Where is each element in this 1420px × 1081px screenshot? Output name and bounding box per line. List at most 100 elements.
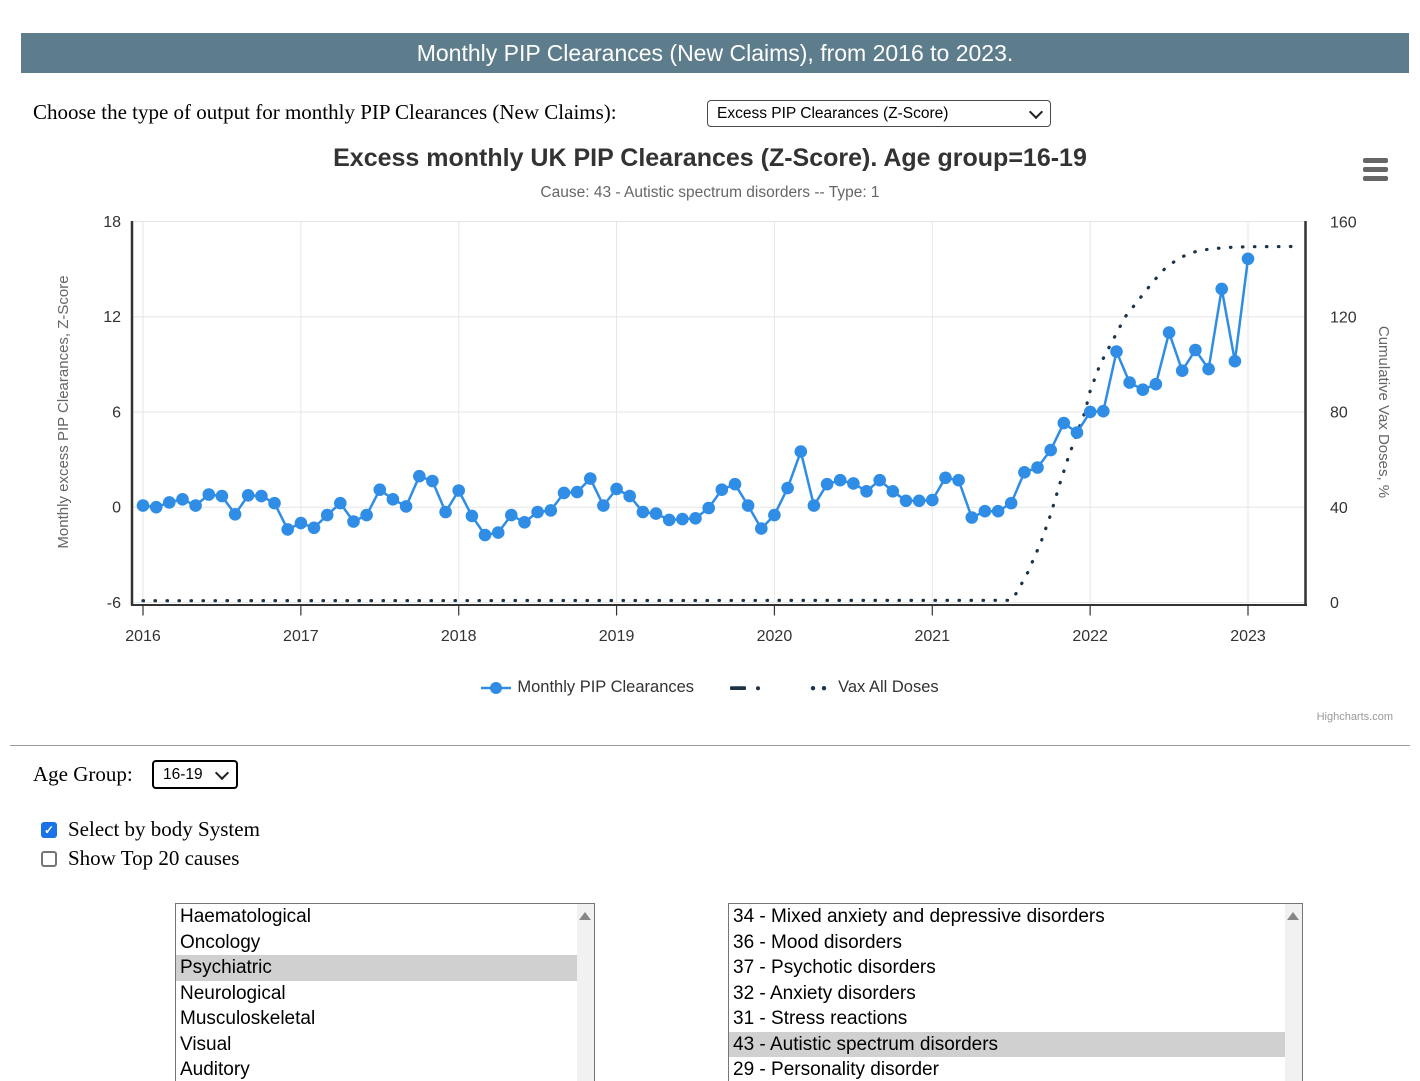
data-point[interactable] [715,483,729,497]
data-point[interactable] [255,489,268,503]
list-item[interactable]: 43 - Autistic spectrum disorders [729,1031,1285,1057]
vax-doses-series[interactable] [141,244,1293,603]
data-point[interactable] [176,493,189,506]
data-point[interactable] [1162,326,1176,339]
data-point[interactable] [860,485,873,498]
data-point[interactable] [873,473,886,487]
data-point[interactable] [465,509,479,523]
data-point[interactable] [728,477,742,491]
list-item[interactable]: 31 - Stress reactions [733,1008,908,1029]
hamburger-menu-icon[interactable] [1363,158,1388,185]
data-point[interactable] [557,486,571,500]
list-item[interactable]: Visual [180,1033,232,1055]
list-item[interactable]: 36 - Mood disorders [733,931,902,953]
data-point[interactable] [1057,416,1071,430]
data-point[interactable] [1110,345,1123,358]
data-point[interactable] [360,508,373,522]
data-point[interactable] [978,504,992,518]
data-point[interactable] [755,522,768,535]
data-point[interactable] [373,483,387,497]
highcharts-credit[interactable]: Highcharts.com [1316,711,1393,723]
data-point[interactable] [926,493,939,507]
data-point[interactable] [1241,252,1255,266]
data-point[interactable] [991,504,1005,518]
data-point[interactable] [1097,404,1110,418]
data-point[interactable] [1228,354,1242,368]
legend-item-unnamed[interactable] [730,681,772,695]
age-group-select[interactable]: 16-19 [152,760,238,789]
list-item[interactable]: Musculoskeletal [180,1008,316,1029]
data-point[interactable] [241,489,255,502]
data-point[interactable] [1202,362,1215,376]
data-point[interactable] [1031,461,1044,474]
data-point[interactable] [676,512,689,526]
data-point[interactable] [794,445,808,458]
data-point[interactable] [1044,443,1057,457]
output-type-select[interactable]: Excess PIP Clearances (Z-Score) [707,100,1051,127]
data-point[interactable] [413,469,426,483]
data-point[interactable] [163,496,176,509]
data-point[interactable] [531,505,544,519]
data-point[interactable] [965,511,979,524]
scrollbar[interactable] [1285,904,1302,1081]
data-point[interactable] [623,489,636,503]
data-point[interactable] [1175,364,1189,377]
data-point[interactable] [768,508,781,522]
legend-item-pip[interactable]: Monthly PIP Clearances [481,678,694,697]
data-point[interactable] [741,499,755,512]
data-point[interactable] [215,489,229,503]
data-point[interactable] [439,505,452,519]
data-point[interactable] [899,494,913,508]
list-item[interactable]: Auditory [180,1059,250,1080]
data-point[interactable] [149,500,163,514]
data-point[interactable] [426,474,439,488]
data-point[interactable] [833,473,847,487]
list-item[interactable]: 32 - Anxiety disorders [733,982,916,1004]
data-point[interactable] [478,528,492,542]
data-point[interactable] [636,505,650,519]
cause-listbox[interactable]: 34 - Mixed anxiety and depressive disord… [728,903,1303,1081]
data-point[interactable] [1189,343,1202,357]
list-item[interactable]: 34 - Mixed anxiety and depressive disord… [733,906,1105,927]
data-point[interactable] [1215,282,1228,296]
data-point[interactable] [334,496,347,510]
data-point[interactable] [570,485,584,499]
data-point[interactable] [228,508,242,521]
data-point[interactable] [202,488,216,501]
data-point[interactable] [952,473,965,487]
legend-item-vax[interactable]: Vax All Doses [808,678,939,697]
data-point[interactable] [544,504,558,517]
data-point[interactable] [939,471,952,485]
data-point[interactable] [307,521,321,535]
data-point[interactable] [399,500,413,513]
data-point[interactable] [702,501,715,515]
data-point[interactable] [1083,405,1097,419]
show-top-20-checkbox[interactable] [41,851,57,867]
data-point[interactable] [136,499,150,512]
list-item[interactable]: 29 - Personality disorder [733,1059,939,1080]
data-point[interactable] [649,507,663,520]
data-point[interactable] [1136,383,1150,396]
body-system-listbox[interactable]: Haematological Oncology Psychiatric Neurolo… [175,903,595,1081]
data-point[interactable] [518,516,531,529]
data-point[interactable] [1004,496,1018,510]
scrollbar[interactable] [577,904,594,1081]
data-point[interactable] [781,481,794,495]
data-point[interactable] [294,516,308,530]
data-point[interactable] [452,484,466,497]
data-point[interactable] [1149,377,1163,391]
list-item[interactable]: Haematological [180,906,311,927]
data-point[interactable] [1123,376,1136,389]
scroll-up-icon[interactable] [579,912,591,920]
data-point[interactable] [912,494,926,508]
data-point[interactable] [386,493,400,506]
data-point[interactable] [807,499,821,512]
data-point[interactable] [886,485,900,498]
list-item[interactable]: Oncology [180,931,261,953]
data-point[interactable] [320,508,334,522]
data-point[interactable] [597,499,610,512]
list-item[interactable]: Neurological [180,982,286,1004]
select-by-body-system-checkbox[interactable]: ✓ [41,822,57,838]
data-point[interactable] [689,512,702,525]
data-point[interactable] [584,472,597,485]
